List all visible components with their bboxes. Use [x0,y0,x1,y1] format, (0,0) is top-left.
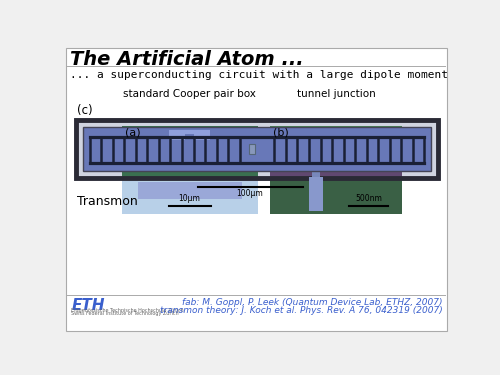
Text: Transmon: Transmon [77,195,138,208]
Bar [153,141,227,167]
Bar [312,160,320,177]
Text: (c): (c) [77,104,93,117]
Bar [138,182,242,199]
Bar [270,126,402,214]
Text: (a): (a) [126,128,141,137]
Bar [74,118,440,180]
Bar [170,130,210,134]
Bar [309,177,323,210]
Bar [270,126,402,152]
Bar [84,128,430,171]
Text: ... a superconducting circuit with a large dipole moment: ... a superconducting circuit with a lar… [70,70,448,80]
Text: 100μm: 100μm [236,189,264,198]
Text: tunnel junction: tunnel junction [296,89,376,99]
Text: ETH: ETH [72,297,106,312]
Bar [76,120,438,178]
Text: Swiss Federal Institute of Technology Zurich: Swiss Federal Institute of Technology Zu… [71,311,178,316]
Text: The Artificial Atom ...: The Artificial Atom ... [70,50,304,69]
Text: 10μm: 10μm [178,194,201,203]
Text: fab: M. Goppl, P. Leek (Quantum Device Lab, ETHZ, 2007): fab: M. Goppl, P. Leek (Quantum Device L… [182,297,442,306]
Bar [170,131,185,141]
Bar [122,177,258,180]
Bar [306,141,325,160]
Text: standard Cooper pair box: standard Cooper pair box [123,89,256,99]
Text: (b): (b) [274,128,289,137]
Bar [270,160,402,177]
Text: transmon theory: J. Koch et al. Phys. Rev. A 76, 042319 (2007): transmon theory: J. Koch et al. Phys. Re… [160,306,443,315]
Bar [194,131,210,141]
Bar [122,126,258,177]
Text: 500nm: 500nm [355,194,382,203]
Bar [249,144,255,154]
Bar [122,126,258,214]
Text: Eidgenössische Technische Hochschule Zürich: Eidgenössische Technische Hochschule Zür… [71,308,184,313]
